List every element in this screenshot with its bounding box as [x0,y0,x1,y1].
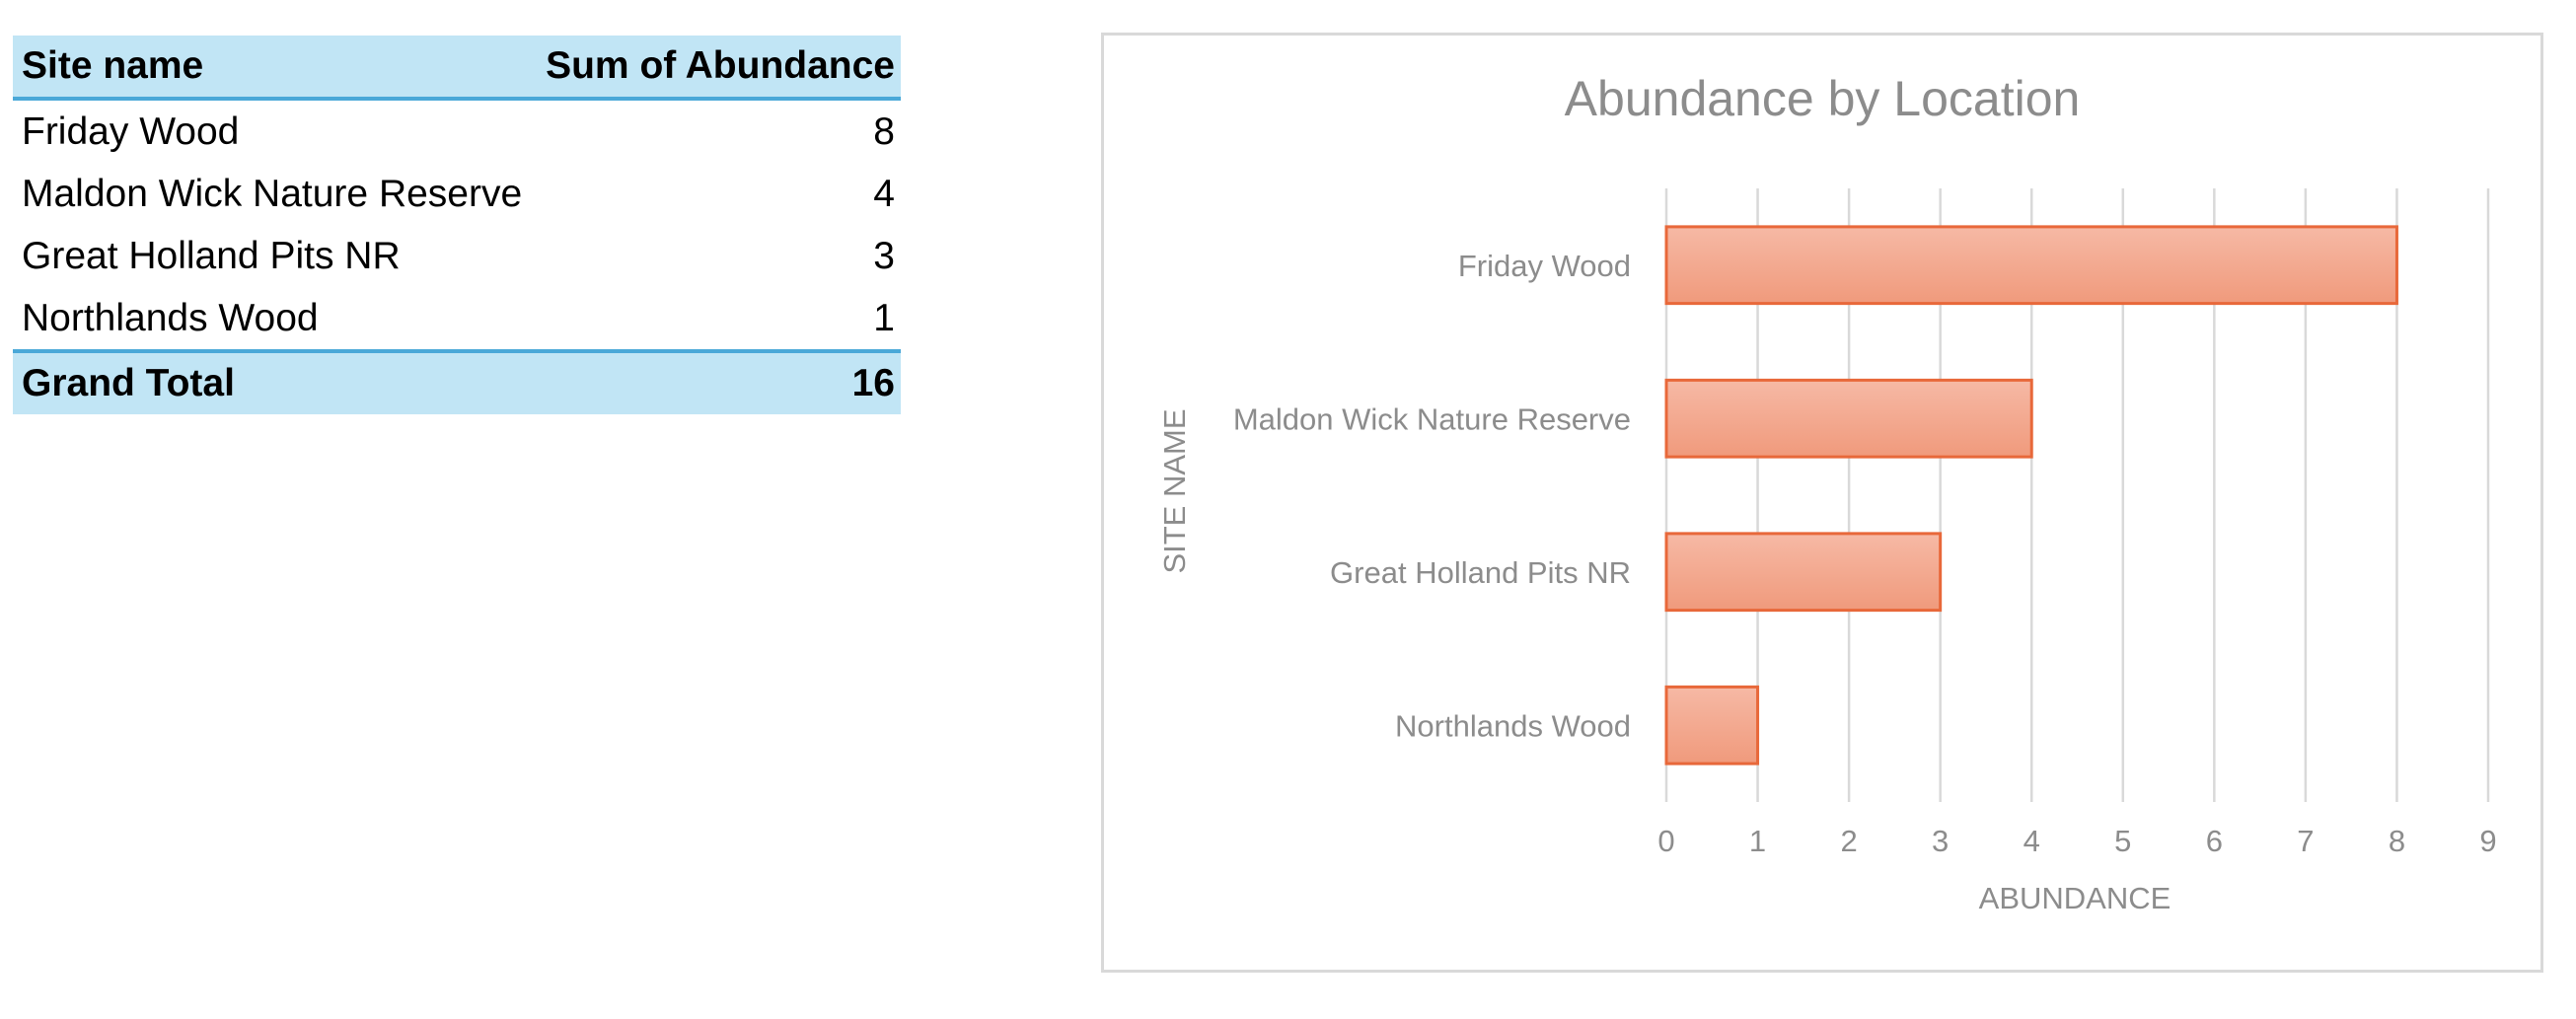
x-tick-label: 5 [2114,824,2131,858]
col-header-sum-abundance[interactable]: Sum of Abundance [533,36,901,101]
y-axis-title: SITE NAME [1157,408,1192,573]
row-site-name[interactable]: Great Holland Pits NR [22,234,401,277]
x-tick-label: 6 [2206,824,2223,858]
x-tick-label: 3 [1932,824,1949,858]
col-header-site-name[interactable]: Site name [13,36,534,101]
x-tick-label: 0 [1657,824,1674,858]
row-abundance[interactable]: 3 [873,234,895,277]
bar[interactable] [1664,685,1760,765]
category-label: Friday Wood [1458,249,1631,283]
bar[interactable] [1664,225,2398,306]
category-label: Maldon Wick Nature Reserve [1233,401,1631,436]
bar-chart[interactable]: Abundance by Location Friday Wood Maldon … [1101,33,2543,973]
row-site-name[interactable]: Maldon Wick Nature Reserve [22,172,523,215]
chart-area[interactable] [1101,33,2543,973]
x-tick-label: 2 [1840,824,1857,858]
x-axis-title: ABUNDANCE [1979,881,2171,915]
x-tick-label: 1 [1749,824,1766,858]
x-tick-label: 8 [2389,824,2405,858]
row-site-name[interactable]: Northlands Wood [22,296,319,339]
x-tick-label: 4 [2024,824,2040,858]
bar[interactable] [1664,532,1943,613]
row-abundance[interactable]: 8 [873,109,895,153]
category-labels: Friday Wood Maldon Wick Nature Reserve Gre… [1233,249,1631,744]
x-tick-label: 9 [2479,824,2496,858]
table-row[interactable]: Great Holland Pits NR 3 [13,225,901,287]
grand-total-value[interactable]: 16 [533,349,901,414]
bars [1664,225,2398,765]
chart-title: Abundance by Location [1565,71,2081,126]
category-label: Northlands Wood [1395,708,1631,743]
row-site-name[interactable]: Friday Wood [22,109,240,153]
bar[interactable] [1664,378,2033,459]
pivot-table: Site name Sum of Abundance Friday Wood 8… [13,36,901,414]
grand-total-row[interactable]: Grand Total 16 [13,349,901,414]
pivot-header-row: Site name Sum of Abundance [13,36,901,101]
table-row[interactable]: Northlands Wood 1 [13,287,901,351]
x-tick-labels: 0 1 2 3 4 5 6 7 8 9 [1657,824,2496,858]
table-row[interactable]: Maldon Wick Nature Reserve 4 [13,163,901,225]
grand-total-label[interactable]: Grand Total [13,349,534,414]
row-abundance[interactable]: 1 [873,296,895,339]
category-label: Great Holland Pits NR [1330,555,1631,590]
x-tick-label: 7 [2297,824,2314,858]
row-abundance[interactable]: 4 [873,172,895,215]
table-row[interactable]: Friday Wood 8 [13,99,901,163]
